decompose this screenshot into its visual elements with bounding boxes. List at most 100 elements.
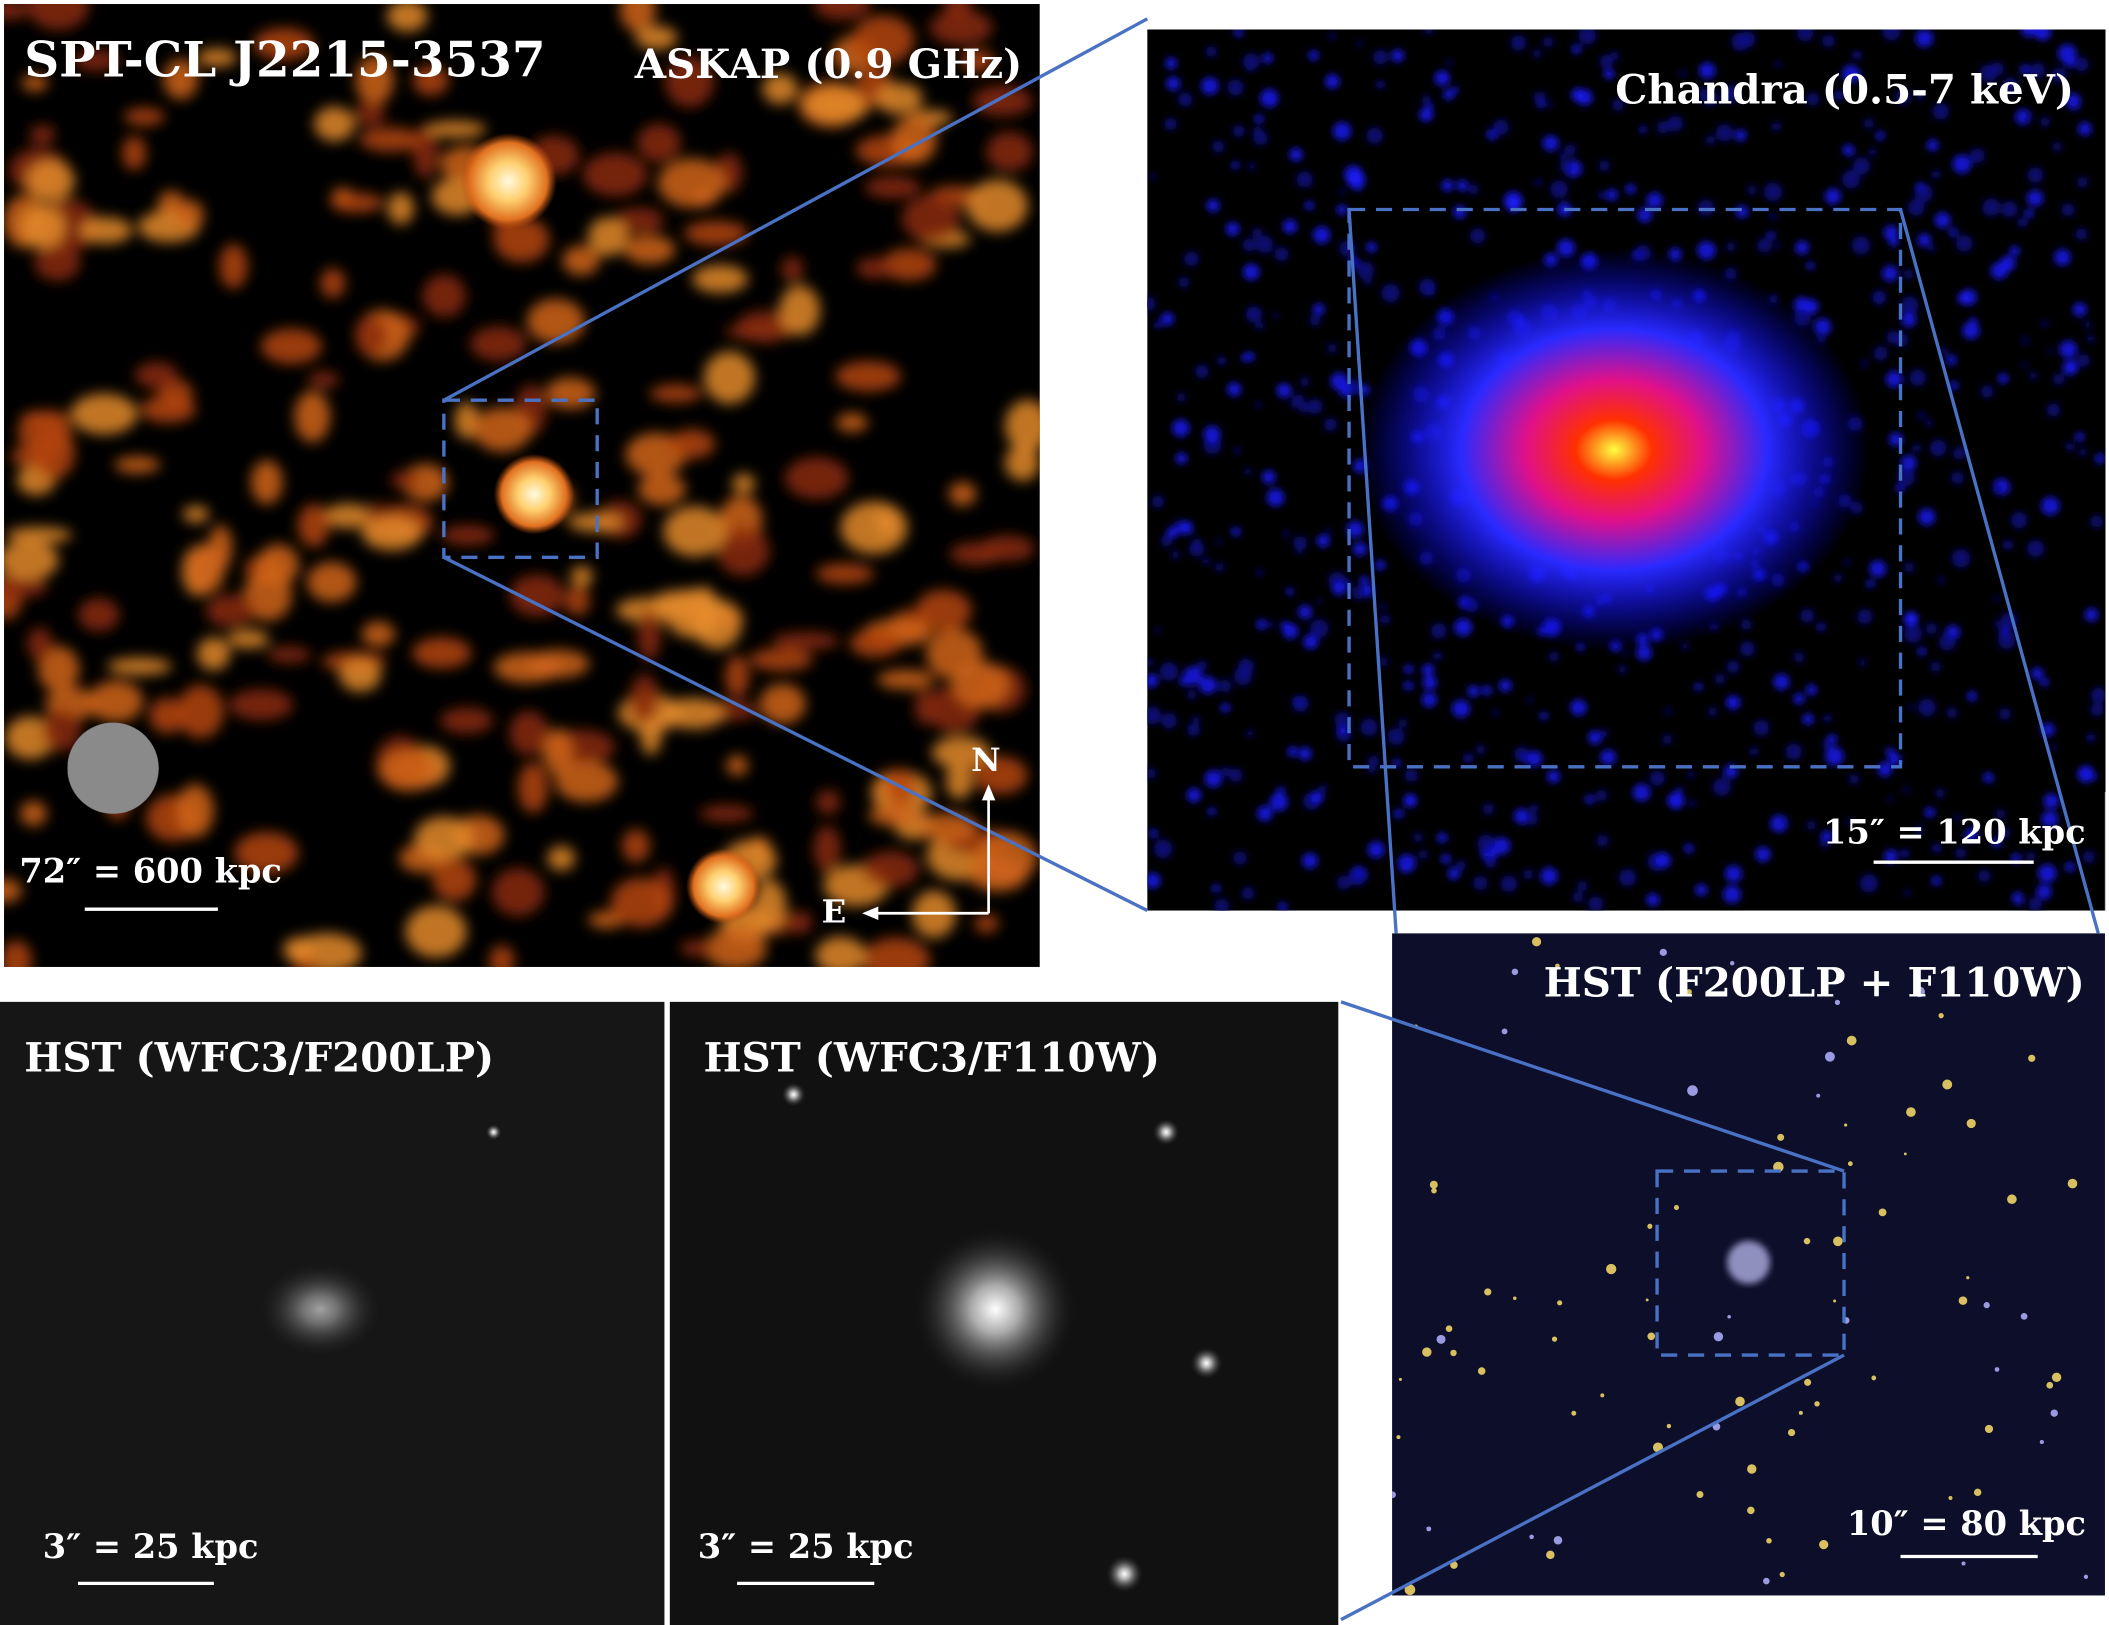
- xray-pixel: [1913, 444, 1920, 452]
- xray-pixel: [1155, 627, 1161, 633]
- radio-blob: [587, 216, 629, 257]
- xray-pixel: [1328, 32, 1336, 41]
- radio-blob: [177, 684, 224, 739]
- radio-blob: [852, 15, 915, 65]
- radio-blob: [205, 594, 255, 628]
- xray-pixel: [1842, 64, 1860, 83]
- radio-blob: [509, 574, 565, 617]
- xray-pixel: [1160, 312, 1175, 326]
- radio-blob: [509, 710, 549, 756]
- radio-blob: [762, 72, 798, 105]
- xray-pixel: [2065, 861, 2076, 872]
- instrument-label: HST (WFC3/F110W): [703, 1034, 1160, 1082]
- galaxy: [1846, 1035, 1857, 1046]
- xray-pixel: [1845, 818, 1853, 826]
- xray-pixel: [1577, 881, 1588, 892]
- xray-pixel: [1697, 241, 1716, 260]
- xray-pixel: [1954, 814, 1961, 821]
- xray-pixel: [1599, 192, 1606, 199]
- xray-pixel: [1513, 808, 1530, 825]
- xray-pixel: [1843, 559, 1851, 566]
- radio-blob: [320, 268, 346, 299]
- xray-pixel: [1302, 852, 1318, 869]
- galaxy: [1983, 1302, 1990, 1309]
- xray-pixel: [1859, 874, 1879, 893]
- xray-pixel: [1476, 744, 1486, 755]
- xray-pixel: [1421, 95, 1431, 105]
- xray-pixel: [1484, 856, 1497, 869]
- xray-pixel: [2087, 734, 2095, 742]
- radio-blob: [527, 649, 590, 678]
- xray-pixel: [1763, 182, 1783, 202]
- xray-pixel: [1917, 698, 1936, 717]
- xray-pixel: [1424, 29, 1434, 35]
- xray-pixel: [1599, 54, 1614, 69]
- xray-pixel: [1276, 786, 1285, 795]
- galaxy: [1833, 1299, 1837, 1303]
- xray-pixel: [1227, 382, 1242, 397]
- radio-blob: [623, 234, 676, 265]
- xray-pixel: [2029, 371, 2038, 380]
- xray-pixel: [1707, 707, 1718, 717]
- xray-pixel: [1578, 29, 1597, 45]
- xray-pixel: [2037, 864, 2057, 883]
- xray-pixel: [1421, 692, 1437, 708]
- xray-pixel: [1186, 787, 1202, 803]
- radio-blob: [651, 590, 702, 618]
- radio-blob: [929, 10, 993, 45]
- galaxy: [1938, 1013, 1944, 1019]
- xray-pixel: [1800, 608, 1815, 623]
- xray-pixel: [1365, 278, 1371, 285]
- xray-pixel: [1175, 452, 1188, 465]
- xray-pixel: [1404, 768, 1418, 782]
- radio-blob: [5, 526, 73, 544]
- galaxy: [1529, 1534, 1534, 1540]
- xray-pixel: [1564, 144, 1576, 157]
- galaxy: [1903, 1152, 1907, 1156]
- galaxy: [1450, 1349, 1457, 1357]
- xray-pixel: [1687, 770, 1695, 779]
- xray-pixel: [1430, 623, 1447, 639]
- bcg: [914, 1228, 1077, 1390]
- xray-pixel: [1277, 902, 1288, 911]
- xray-pixel: [1360, 718, 1378, 736]
- xray-pixel: [1336, 875, 1352, 890]
- radio-blob: [227, 629, 270, 649]
- xray-pixel: [2000, 255, 2016, 271]
- radio-blob: [122, 136, 147, 171]
- radio-blob: [657, 158, 727, 208]
- xray-pixel: [1298, 604, 1313, 620]
- xray-pixel: [1933, 844, 1941, 852]
- radio-blob: [257, 544, 300, 586]
- xray-pixel: [1419, 107, 1434, 122]
- xray-pixel: [1308, 50, 1319, 61]
- xray-pixel: [1269, 792, 1289, 812]
- radio-blob: [253, 28, 315, 61]
- xray-pixel: [1381, 283, 1400, 303]
- radio-blob: [38, 646, 80, 693]
- xray-pixel: [1747, 185, 1757, 195]
- xray-pixel: [1533, 91, 1546, 104]
- xray-pixel: [1694, 682, 1703, 691]
- radio-blob: [196, 637, 231, 671]
- xray-pixel: [1793, 651, 1805, 663]
- xray-pixel: [1293, 536, 1308, 551]
- xray-pixel: [1600, 729, 1609, 738]
- radio-blob: [614, 207, 665, 234]
- xray-pixel: [1534, 178, 1542, 186]
- galaxy: [1398, 1377, 1402, 1381]
- galaxy: [1673, 1205, 1679, 1211]
- xray-pixel: [1296, 171, 1313, 188]
- xray-pixel: [1500, 875, 1518, 893]
- radio-blob: [4, 540, 59, 580]
- galaxy: [1948, 1496, 1953, 1501]
- xray-pixel: [1547, 769, 1561, 783]
- xray-pixel: [1203, 558, 1209, 565]
- xray-pixel: [1327, 343, 1337, 353]
- radio-blob: [306, 562, 357, 603]
- xray-pixel: [1220, 766, 1231, 777]
- xray-pixel: [1256, 322, 1263, 329]
- xray-pixel: [1774, 61, 1782, 68]
- xray-pixel: [1969, 317, 1978, 325]
- xray-pixel: [1979, 64, 1998, 83]
